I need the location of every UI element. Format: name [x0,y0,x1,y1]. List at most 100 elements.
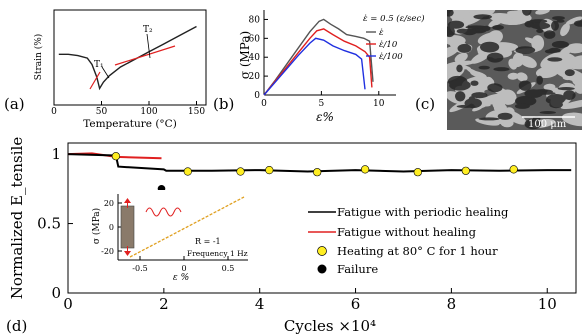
inset-ratio-label: R = -1 [195,237,221,246]
sem-flake [475,10,496,17]
sem-pore [478,65,490,70]
panel-a-tangent-2 [114,45,176,66]
sem-pore [544,49,556,54]
panel-d-xtick-label: 10 [538,295,557,313]
heating-marker [236,167,245,176]
inset-stress-strain-line [129,196,245,258]
heating-marker [509,165,518,174]
sem-pore [487,83,503,93]
panel-a-xtick-label: 0 [51,107,57,117]
heating-marker [313,168,322,177]
panel-d: 0 2 4 6 8 10 0 0.5 1 20 0 -20 -0.5 0 0.5 [6,137,577,335]
panel-d-ylabel: Normalized E_tensile [8,137,26,300]
inset-xtick-0: 0 [181,264,186,273]
sem-pore [536,28,544,33]
panel-b-ytick-label: 80 [249,15,261,25]
sem-flake [508,58,518,70]
panel-d-xtick-label: 6 [351,295,361,313]
panel-d-series-line [67,153,572,173]
sem-pore [564,69,575,77]
panel-d-xtick-label: 4 [255,295,265,313]
sem-pore [545,95,565,105]
heating-marker [361,165,370,174]
sem-pore [471,92,488,99]
legend-marker-heating [317,246,327,256]
panel-d-xtick-label: 8 [447,295,457,313]
inset-ytick-n20: -20 [101,247,114,256]
sem-pore [457,43,472,53]
sem-flake [565,16,582,25]
panel-a-t1-arrow [101,66,110,79]
sem-pore [543,30,556,39]
panel-a: 0 50 100 150 T₁ T₂ Strain (%) Temperature (… [4,9,207,130]
inset-frequency-label: Frequency 1 Hz [187,249,248,258]
sem-pore [465,25,488,30]
sem-flake [561,112,582,127]
heating-marker [111,152,120,161]
sem-pore [524,118,542,130]
sem-pore [515,95,537,107]
panel-b-ytick-label: 20 [249,72,261,82]
inset-stress-strain: 20 0 -20 -0.5 0 0.5 R = -1 Frequency 1 H… [82,190,300,283]
legend-label-heating: Heating at 80° C for 1 hour [337,244,498,258]
panel-b-series-line [263,18,374,96]
sem-pore [462,28,477,36]
heating-marker [265,166,274,175]
sem-flake [475,118,500,126]
sem-flake [535,66,559,79]
panel-b-ytick-label: 60 [249,34,261,44]
sem-pore [493,67,510,72]
panel-b-series-line [263,37,366,96]
sem-pore [518,80,532,91]
sem-flake [447,61,461,76]
sem-flake [477,32,500,45]
panel-b-ylabel: σ (MPa) [238,31,252,79]
sem-pore [556,19,565,23]
panel-a-xlabel: Temperature (°C) [83,118,177,130]
legend-marker-failure [317,264,327,274]
sem-flake [492,96,506,111]
panel-a-xtick-label: 50 [96,107,108,117]
sem-pore [470,80,479,86]
panel-b-xtick-label: 10 [373,99,385,109]
sem-pore [574,20,582,27]
panel-d-ytick-label: 0.5 [37,215,61,233]
legend-label-healing: Fatigue with periodic healing [337,205,509,219]
sem-pore [455,91,466,102]
heating-marker [461,166,470,175]
sem-pore [497,112,513,120]
panel-a-strain-curve [58,25,197,91]
sem-pore [473,14,493,20]
sem-pore [456,64,463,73]
sem-flake [572,78,582,89]
inset-ytick-0: 0 [109,223,114,232]
sem-pore [447,20,465,29]
panel-b-legend-label: ε̇/10 [379,40,398,50]
panel-b-legend-label: ε̇ [379,28,384,38]
sem-pore [563,90,576,101]
panel-d-ytick-label: 1 [51,145,61,163]
sem-flake [454,52,468,63]
panel-a-t2-label: T₂ [143,25,153,35]
panel-d-xlabel: Cycles ×10⁴ [284,317,376,335]
sem-pore [551,40,570,49]
sem-pore [539,111,556,114]
sem-pore [552,16,565,21]
sem-flake [447,35,466,46]
panel-b-ytick-label: 40 [249,53,261,63]
sem-flake [466,67,482,77]
inset-xtick-05: 0.5 [222,264,235,273]
sem-pore [522,10,532,16]
sem-pore [492,25,504,30]
sem-flake [560,99,582,110]
panel-d-label: (d) [6,317,27,335]
sem-flake [488,14,509,28]
sem-pore [447,10,454,17]
inset-xlabel: ε % [173,273,189,283]
panel-a-t2-arrow [146,33,151,59]
sem-flake [557,55,582,72]
panel-d-legend: Fatigue with periodic healing Fatigue wi… [308,205,509,276]
legend-label-no-healing: Fatigue without healing [337,225,477,239]
panel-a-label: (a) [4,95,25,113]
